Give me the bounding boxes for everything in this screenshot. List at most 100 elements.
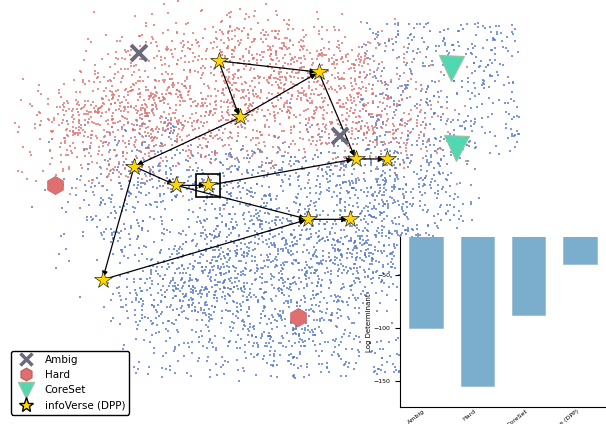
- Point: [125, 52, 135, 59]
- Point: [155, 175, 164, 181]
- Point: [469, 60, 479, 67]
- Point: [193, 259, 202, 266]
- Point: [350, 237, 360, 244]
- Point: [341, 372, 350, 379]
- Point: [235, 56, 244, 62]
- Point: [168, 54, 178, 61]
- Point: [148, 101, 158, 108]
- Point: [145, 92, 155, 99]
- Point: [212, 214, 222, 221]
- Point: [315, 136, 325, 143]
- Point: [101, 31, 111, 38]
- Point: [364, 228, 373, 234]
- Point: [401, 85, 410, 92]
- Point: [451, 138, 461, 145]
- Point: [156, 183, 165, 190]
- Point: [346, 74, 356, 81]
- Point: [285, 104, 295, 111]
- Point: [118, 148, 127, 155]
- Point: [361, 284, 370, 290]
- Point: [238, 212, 248, 218]
- Point: [355, 338, 365, 345]
- Point: [369, 213, 379, 220]
- Point: [276, 95, 285, 101]
- Point: [210, 98, 220, 105]
- Point: [349, 155, 359, 162]
- Point: [321, 221, 330, 228]
- Point: [149, 134, 159, 141]
- Point: [220, 142, 230, 148]
- Point: [296, 94, 306, 101]
- Point: [388, 47, 398, 53]
- Point: [406, 129, 416, 136]
- Point: [95, 144, 104, 151]
- Point: [334, 342, 344, 349]
- Point: [177, 80, 187, 87]
- Point: [278, 235, 288, 242]
- Point: [284, 115, 294, 122]
- Point: [293, 75, 303, 81]
- Point: [395, 220, 404, 227]
- Point: [240, 272, 250, 279]
- Point: [459, 26, 468, 33]
- Point: [128, 126, 138, 132]
- Point: [283, 248, 293, 255]
- Point: [156, 298, 165, 305]
- Point: [439, 35, 449, 42]
- Point: [155, 115, 165, 122]
- Point: [115, 229, 124, 236]
- Point: [187, 150, 196, 156]
- Point: [222, 99, 232, 106]
- Point: [373, 40, 383, 47]
- Point: [184, 282, 194, 289]
- Point: [448, 212, 458, 219]
- Point: [207, 284, 216, 290]
- Point: [222, 284, 232, 291]
- Point: [253, 343, 262, 350]
- Point: [154, 161, 164, 167]
- Point: [291, 323, 301, 329]
- Point: [351, 245, 361, 251]
- Point: [137, 56, 147, 62]
- Point: [418, 373, 427, 379]
- Point: [402, 151, 412, 158]
- Point: [136, 123, 145, 129]
- Point: [152, 142, 161, 148]
- Point: [137, 251, 147, 257]
- Point: [253, 59, 262, 66]
- Point: [196, 305, 206, 312]
- Point: [295, 267, 304, 273]
- Point: [435, 170, 444, 177]
- Point: [476, 57, 486, 64]
- Point: [470, 43, 480, 50]
- Point: [168, 348, 178, 354]
- Point: [322, 164, 331, 170]
- Point: [126, 191, 136, 198]
- Point: [130, 68, 139, 75]
- Point: [166, 186, 176, 192]
- Point: [381, 106, 390, 113]
- Point: [248, 108, 258, 114]
- Point: [312, 212, 322, 218]
- Point: [163, 71, 173, 78]
- Point: [501, 45, 510, 51]
- Point: [258, 295, 268, 301]
- Point: [333, 237, 343, 244]
- Point: [183, 45, 193, 51]
- Point: [239, 210, 248, 217]
- Point: [230, 107, 240, 114]
- Point: [286, 247, 296, 254]
- Point: [433, 181, 442, 188]
- Point: [163, 328, 173, 335]
- Point: [230, 26, 239, 33]
- Point: [240, 220, 250, 227]
- Point: [95, 217, 105, 224]
- Point: [290, 53, 299, 60]
- Point: [107, 192, 117, 199]
- Point: [273, 214, 283, 221]
- Point: [381, 179, 391, 186]
- Point: [156, 198, 166, 205]
- Point: [178, 274, 187, 281]
- Point: [393, 149, 403, 156]
- Point: [373, 103, 383, 110]
